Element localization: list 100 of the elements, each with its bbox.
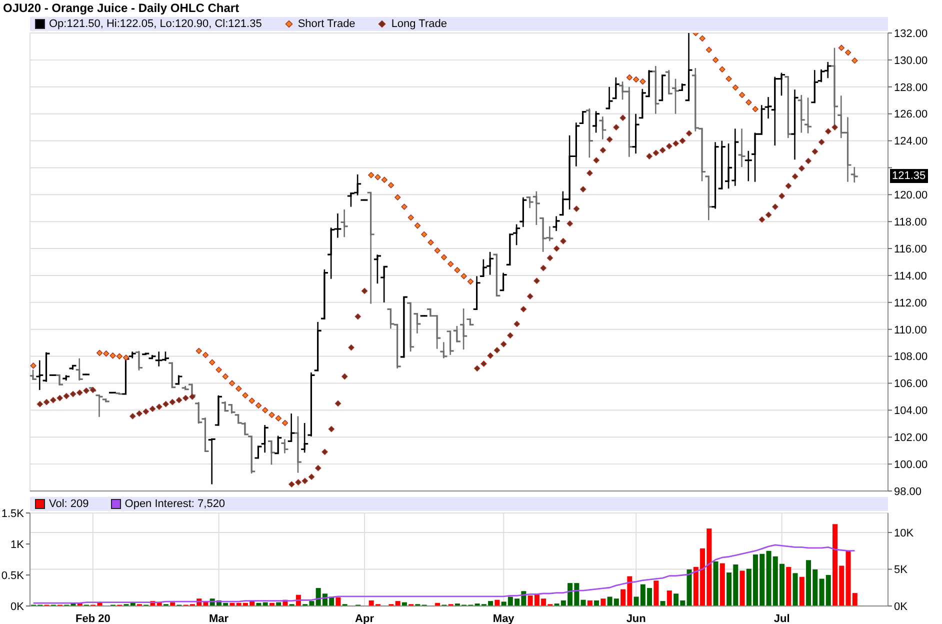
candlestick <box>592 110 600 134</box>
point <box>262 407 268 414</box>
point <box>388 182 394 188</box>
point <box>374 174 381 180</box>
candlestick <box>472 275 482 310</box>
y-tick-label: 102.00 <box>894 432 928 444</box>
bar <box>786 566 792 606</box>
x-tick-label: Jun <box>626 612 646 624</box>
candlestick <box>710 141 720 210</box>
point <box>454 267 460 274</box>
bar <box>336 597 341 606</box>
candlestick <box>42 352 51 383</box>
x-tick-label: Jul <box>774 612 790 624</box>
point <box>242 392 248 398</box>
bar <box>600 598 606 606</box>
point <box>726 76 732 82</box>
candlestick <box>518 196 528 228</box>
point <box>408 214 414 221</box>
point <box>110 352 116 359</box>
candlestick <box>644 69 654 98</box>
candlestick <box>220 400 230 412</box>
point <box>368 172 374 178</box>
bar <box>686 569 692 606</box>
y-tick-label: 124.00 <box>894 136 928 148</box>
point <box>222 373 228 380</box>
candlestick <box>227 403 236 414</box>
candlestick <box>30 369 38 381</box>
point <box>706 46 712 53</box>
y2-tick-label: 5K <box>894 564 908 576</box>
candlestick <box>737 128 746 168</box>
point <box>103 350 110 357</box>
bar <box>740 570 745 606</box>
candlestick <box>804 97 812 134</box>
candlestick <box>94 394 104 418</box>
point <box>202 352 209 358</box>
candlestick <box>730 128 740 187</box>
bar <box>654 580 659 606</box>
candlestick <box>499 272 508 292</box>
candlestick <box>35 360 44 391</box>
candlestick <box>724 142 733 190</box>
candlestick <box>168 362 176 389</box>
point <box>414 222 421 229</box>
legend-label: Short Trade <box>298 18 356 30</box>
point <box>633 76 640 83</box>
point <box>228 380 236 386</box>
x-tick-label: Mar <box>209 612 230 624</box>
candlestick <box>446 330 455 356</box>
bar <box>395 601 400 606</box>
bar <box>660 601 666 606</box>
y-tick-label: 0.5K <box>1 570 25 582</box>
candlestick <box>75 358 84 382</box>
bar <box>713 561 718 606</box>
candlestick <box>638 88 647 120</box>
bar <box>799 576 804 606</box>
y-tick-label: 110.00 <box>894 324 927 336</box>
point <box>421 231 428 238</box>
bar <box>666 590 672 606</box>
chart-title: OJU20 - Orange Juice - Daily OHLC Chart <box>3 1 240 15</box>
text: 121.35 <box>890 169 928 184</box>
candlestick <box>340 208 349 238</box>
x-tick-label: Apr <box>355 612 375 624</box>
y-tick-label: 98.00 <box>894 486 922 498</box>
point <box>248 398 255 404</box>
point <box>732 84 739 91</box>
point <box>394 194 401 200</box>
candlestick <box>552 216 561 232</box>
legend-label: Vol: 209 <box>49 498 89 510</box>
candlestick <box>260 424 270 454</box>
y-tick-label: 128.00 <box>894 82 928 94</box>
point <box>209 359 216 366</box>
candlestick <box>578 111 588 124</box>
y-tick-label: 130.00 <box>894 54 928 67</box>
point <box>236 386 242 392</box>
point <box>268 412 275 418</box>
point <box>739 92 746 98</box>
candlestick <box>294 416 302 474</box>
candlestick <box>850 166 858 184</box>
point <box>196 348 202 354</box>
candlestick <box>459 308 468 350</box>
candlestick <box>671 78 680 114</box>
candlestick <box>320 268 329 320</box>
candlestick <box>412 312 422 334</box>
y-tick-label: 0K <box>10 600 25 613</box>
candlestick <box>718 140 726 190</box>
x-tick-label: Feb 20 <box>76 612 110 624</box>
bar <box>792 573 798 606</box>
point <box>401 204 408 210</box>
candlestick <box>452 325 462 343</box>
point <box>460 273 467 280</box>
point <box>255 402 262 409</box>
candlestick <box>400 296 408 358</box>
point <box>467 278 474 285</box>
candlestick <box>287 412 296 442</box>
y-tick-label: 108.00 <box>894 351 928 364</box>
point <box>838 44 844 51</box>
candlestick <box>373 254 382 284</box>
y-tick-label: 132.00 <box>894 28 928 40</box>
point <box>699 35 706 42</box>
point <box>626 74 633 81</box>
candlestick <box>664 69 674 95</box>
